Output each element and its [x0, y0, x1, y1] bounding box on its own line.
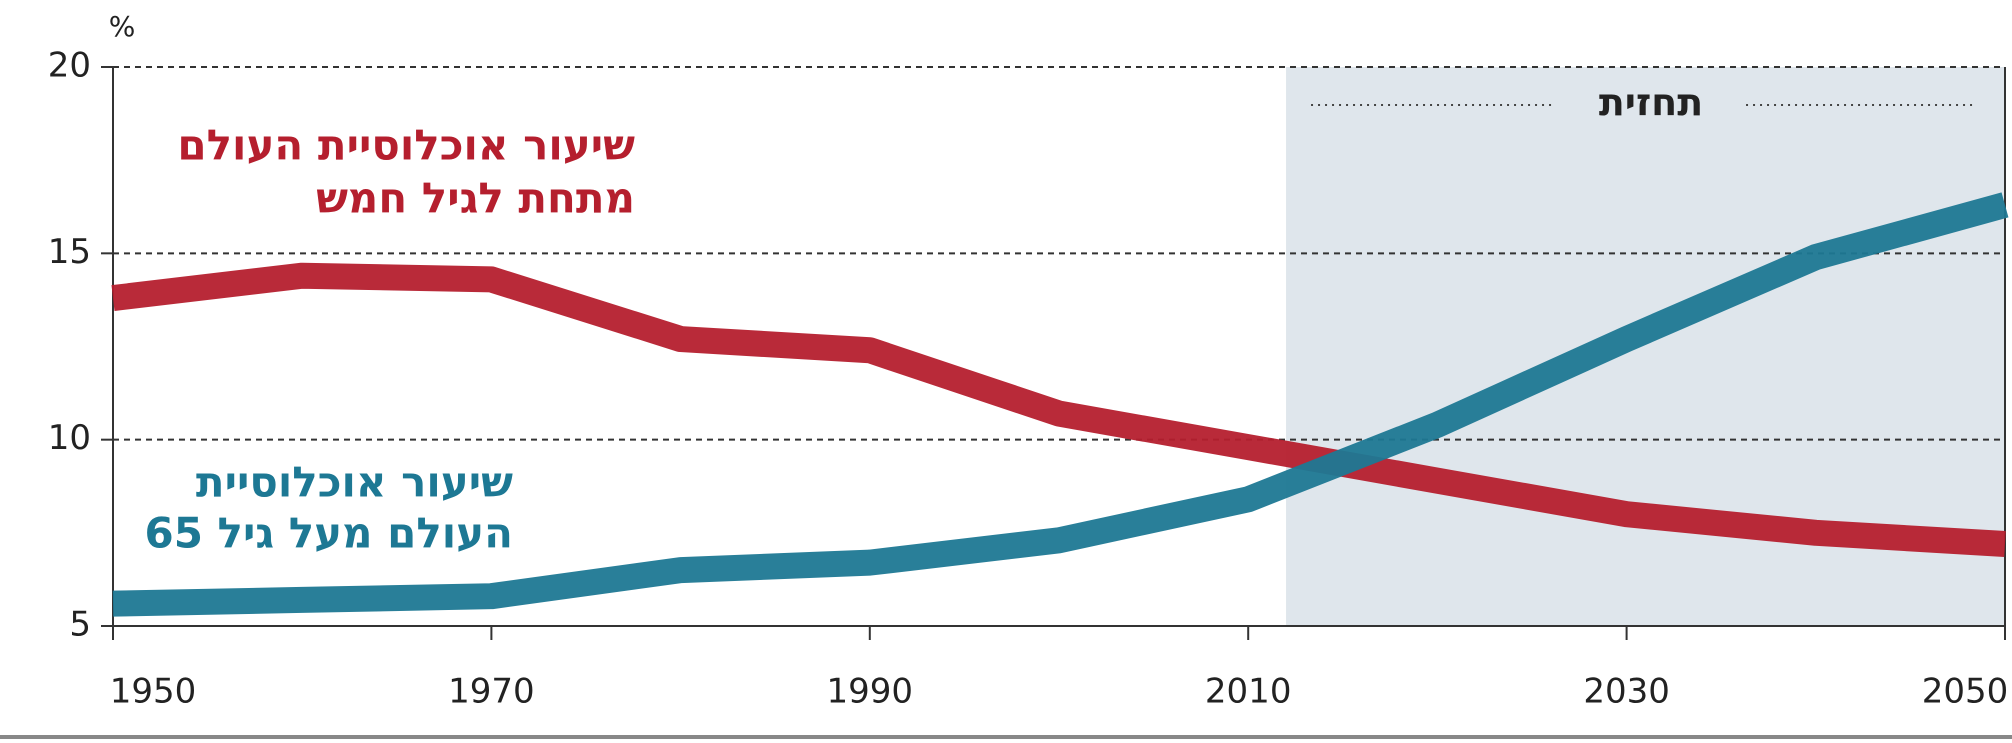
forecast-label: תחזית	[1599, 81, 1703, 125]
x-tick-label: 2050	[1922, 672, 2009, 712]
y-tick-label: 10	[48, 418, 91, 458]
y-tick-label: 5	[69, 605, 91, 645]
y-tick-label: 15	[48, 232, 91, 272]
series-label: מתחת לגיל חמש	[316, 174, 635, 223]
x-tick-label: 1990	[827, 672, 914, 712]
x-tick-label: 2030	[1583, 672, 1670, 712]
y-tick-label: 20	[48, 46, 91, 86]
x-tick-label: 1950	[110, 672, 197, 712]
chart: % תחזית 5 10 15 20 1950 1970 1990 2010 2030 2050 שי…	[0, 0, 2012, 743]
series-label: שיעור אוכלוסיית	[196, 458, 513, 507]
x-tick-label: 1970	[448, 672, 535, 712]
series-label: העולם מעל גיל 65	[144, 509, 513, 558]
y-unit: %	[109, 10, 136, 43]
series-label: שיעור אוכלוסיית העולם	[177, 121, 635, 170]
x-tick-label: 2010	[1205, 672, 1292, 712]
